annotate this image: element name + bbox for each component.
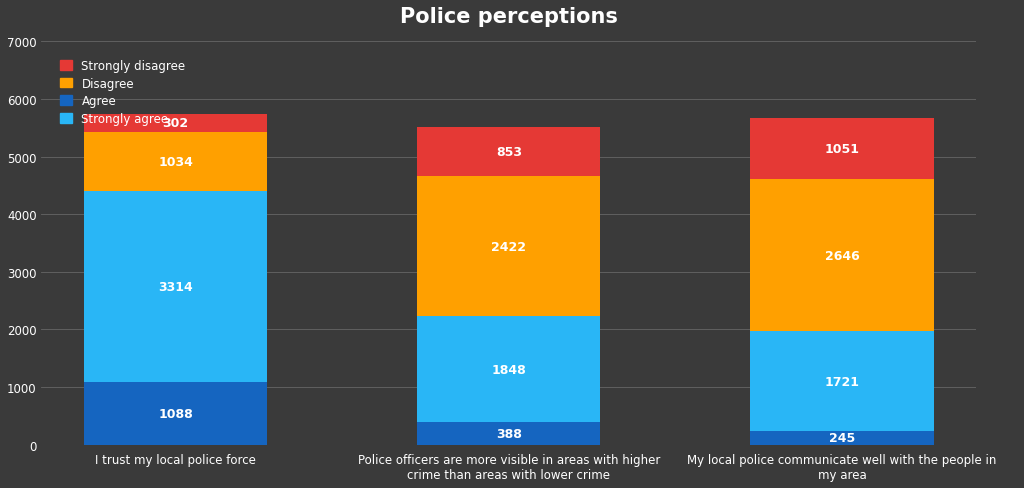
Text: 1051: 1051 bbox=[824, 143, 859, 156]
Text: 1848: 1848 bbox=[492, 363, 526, 376]
Bar bbox=[751, 431, 934, 445]
Bar bbox=[417, 177, 600, 316]
Text: 853: 853 bbox=[496, 146, 522, 159]
Text: 1088: 1088 bbox=[158, 407, 193, 420]
Text: 1034: 1034 bbox=[158, 156, 193, 168]
Text: 2422: 2422 bbox=[492, 240, 526, 253]
Text: 388: 388 bbox=[496, 427, 522, 440]
Bar bbox=[84, 192, 267, 382]
Legend: Strongly disagree, Disagree, Agree, Strongly agree: Strongly disagree, Disagree, Agree, Stro… bbox=[56, 56, 189, 129]
Title: Police perceptions: Police perceptions bbox=[400, 7, 617, 27]
Bar bbox=[417, 128, 600, 177]
Bar bbox=[751, 332, 934, 431]
Text: 3314: 3314 bbox=[158, 281, 193, 293]
Bar bbox=[417, 316, 600, 423]
Bar bbox=[417, 423, 600, 445]
Bar bbox=[84, 382, 267, 445]
Bar bbox=[751, 180, 934, 332]
Bar bbox=[84, 115, 267, 132]
Text: 2646: 2646 bbox=[824, 249, 859, 262]
Text: 245: 245 bbox=[829, 431, 855, 444]
Text: 1721: 1721 bbox=[824, 375, 859, 388]
Bar bbox=[84, 132, 267, 192]
Bar bbox=[751, 119, 934, 180]
Text: 302: 302 bbox=[163, 117, 188, 130]
